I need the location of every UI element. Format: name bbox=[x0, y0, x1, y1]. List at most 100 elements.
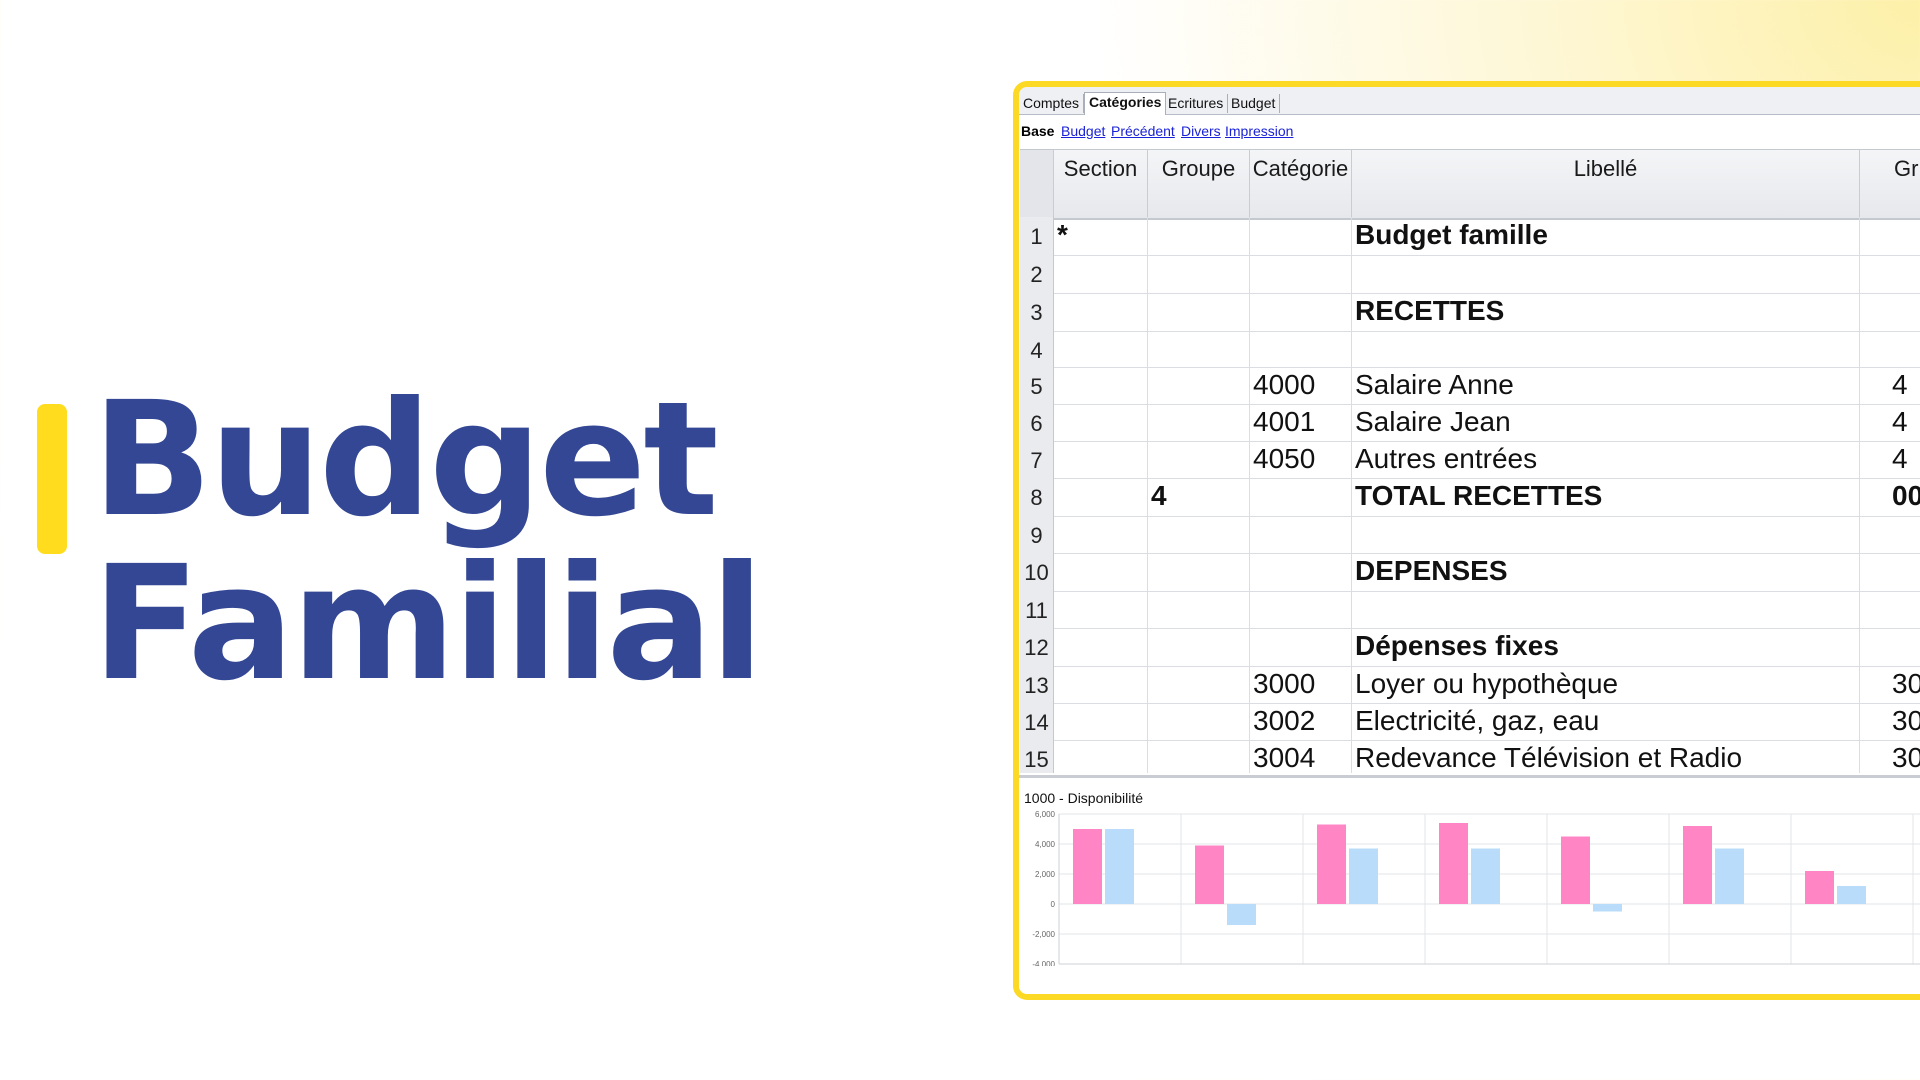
groupe-cell[interactable] bbox=[1148, 703, 1250, 740]
gr-cell[interactable] bbox=[1860, 591, 1920, 628]
groupe-cell[interactable] bbox=[1148, 441, 1250, 478]
gr-cell[interactable]: 4 bbox=[1860, 404, 1920, 441]
categorie-cell[interactable] bbox=[1250, 217, 1352, 255]
section-cell[interactable] bbox=[1054, 404, 1148, 441]
gr-cell[interactable]: 4 bbox=[1860, 441, 1920, 478]
section-cell[interactable] bbox=[1054, 591, 1148, 628]
groupe-cell[interactable] bbox=[1148, 404, 1250, 441]
groupe-cell[interactable] bbox=[1148, 331, 1250, 367]
gr-cell[interactable] bbox=[1860, 331, 1920, 367]
gr-cell[interactable] bbox=[1860, 516, 1920, 553]
section-cell[interactable] bbox=[1054, 703, 1148, 740]
libelle-cell[interactable]: Electricité, gaz, eau bbox=[1352, 703, 1860, 740]
gr-cell[interactable]: 4 bbox=[1860, 367, 1920, 404]
tab-comptes[interactable]: Comptes bbox=[1019, 94, 1085, 113]
section-cell[interactable] bbox=[1054, 516, 1148, 553]
groupe-cell[interactable] bbox=[1148, 367, 1250, 404]
libelle-cell[interactable]: Loyer ou hypothèque bbox=[1352, 666, 1860, 703]
section-cell[interactable]: * bbox=[1054, 217, 1148, 255]
column-header-libelle[interactable]: Libellé bbox=[1352, 150, 1860, 218]
section-cell[interactable] bbox=[1054, 666, 1148, 703]
groupe-cell[interactable] bbox=[1148, 553, 1250, 591]
tab-ecritures[interactable]: Ecritures bbox=[1164, 94, 1229, 113]
libelle-cell[interactable] bbox=[1352, 516, 1860, 553]
section-cell[interactable] bbox=[1054, 367, 1148, 404]
libelle-cell[interactable] bbox=[1352, 255, 1860, 293]
gr-cell[interactable]: 30 bbox=[1860, 666, 1920, 703]
groupe-cell[interactable] bbox=[1148, 740, 1250, 773]
groupe-cell[interactable] bbox=[1148, 628, 1250, 666]
view-tab-base[interactable]: Base bbox=[1021, 123, 1055, 139]
view-tab-budget[interactable]: Budget bbox=[1061, 123, 1106, 139]
libelle-cell[interactable]: Redevance Télévision et Radio bbox=[1352, 740, 1860, 773]
table-row[interactable]: 8 4 TOTAL RECETTES00 bbox=[1020, 478, 1920, 517]
categorie-cell[interactable] bbox=[1250, 516, 1352, 553]
groupe-cell[interactable] bbox=[1148, 293, 1250, 331]
table-row[interactable]: 1 * Budget famille bbox=[1020, 217, 1920, 256]
categorie-cell[interactable]: 4001 bbox=[1250, 404, 1352, 441]
categorie-cell[interactable]: 4050 bbox=[1250, 441, 1352, 478]
table-row[interactable]: 7 4050 Autres entrées 4 bbox=[1020, 441, 1920, 479]
categorie-cell[interactable] bbox=[1250, 591, 1352, 628]
gr-cell[interactable] bbox=[1860, 628, 1920, 666]
section-cell[interactable] bbox=[1054, 293, 1148, 331]
column-header-categorie[interactable]: Catégorie bbox=[1250, 150, 1352, 218]
categorie-cell[interactable] bbox=[1250, 553, 1352, 591]
table-row[interactable]: 11 bbox=[1020, 591, 1920, 629]
section-cell[interactable] bbox=[1054, 740, 1148, 773]
gr-cell[interactable] bbox=[1860, 293, 1920, 331]
groupe-cell[interactable] bbox=[1148, 255, 1250, 293]
tab-budget[interactable]: Budget bbox=[1227, 94, 1281, 113]
categorie-cell[interactable]: 3000 bbox=[1250, 666, 1352, 703]
libelle-cell[interactable]: TOTAL RECETTES bbox=[1352, 478, 1860, 516]
categorie-cell[interactable]: 3002 bbox=[1250, 703, 1352, 740]
gr-cell[interactable]: 00 bbox=[1860, 478, 1920, 516]
libelle-cell[interactable]: RECETTES bbox=[1352, 293, 1860, 331]
column-header-groupe[interactable]: Groupe bbox=[1148, 150, 1250, 218]
table-row[interactable]: 4 bbox=[1020, 331, 1920, 368]
groupe-cell[interactable]: 4 bbox=[1148, 478, 1250, 516]
table-row[interactable]: 9 bbox=[1020, 516, 1920, 554]
table-row[interactable]: 5 4000 Salaire Anne 4 bbox=[1020, 367, 1920, 405]
categorie-cell[interactable] bbox=[1250, 255, 1352, 293]
libelle-cell[interactable]: Salaire Anne bbox=[1352, 367, 1860, 404]
section-cell[interactable] bbox=[1054, 255, 1148, 293]
tab-categories[interactable]: Catégories bbox=[1084, 92, 1167, 115]
view-tab-divers[interactable]: Divers bbox=[1181, 123, 1221, 139]
categorie-cell[interactable] bbox=[1250, 331, 1352, 367]
groupe-cell[interactable] bbox=[1148, 217, 1250, 255]
categorie-cell[interactable] bbox=[1250, 478, 1352, 516]
libelle-cell[interactable]: DEPENSES bbox=[1352, 553, 1860, 591]
table-row[interactable]: 12 Dépenses fixes bbox=[1020, 628, 1920, 667]
categorie-cell[interactable]: 3004 bbox=[1250, 740, 1352, 773]
view-tab-precedent[interactable]: Précédent bbox=[1111, 123, 1175, 139]
groupe-cell[interactable] bbox=[1148, 591, 1250, 628]
column-header-section[interactable]: Section bbox=[1054, 150, 1148, 218]
column-header-gr[interactable]: Gr bbox=[1860, 150, 1920, 218]
libelle-cell[interactable] bbox=[1352, 591, 1860, 628]
section-cell[interactable] bbox=[1054, 331, 1148, 367]
table-row[interactable]: 10 DEPENSES bbox=[1020, 553, 1920, 592]
table-row[interactable]: 6 4001 Salaire Jean 4 bbox=[1020, 404, 1920, 442]
table-row[interactable]: 3 RECETTES bbox=[1020, 293, 1920, 332]
libelle-cell[interactable]: Salaire Jean bbox=[1352, 404, 1860, 441]
gr-cell[interactable] bbox=[1860, 217, 1920, 255]
table-row[interactable]: 2 bbox=[1020, 255, 1920, 294]
gr-cell[interactable]: 30 bbox=[1860, 740, 1920, 773]
view-tab-impression[interactable]: Impression bbox=[1225, 123, 1294, 139]
gr-cell[interactable]: 30 bbox=[1860, 703, 1920, 740]
gr-cell[interactable] bbox=[1860, 255, 1920, 293]
libelle-cell[interactable]: Dépenses fixes bbox=[1352, 628, 1860, 666]
groupe-cell[interactable] bbox=[1148, 666, 1250, 703]
gr-cell[interactable] bbox=[1860, 553, 1920, 591]
categorie-cell[interactable] bbox=[1250, 293, 1352, 331]
section-cell[interactable] bbox=[1054, 553, 1148, 591]
categorie-cell[interactable] bbox=[1250, 628, 1352, 666]
section-cell[interactable] bbox=[1054, 478, 1148, 516]
libelle-cell[interactable] bbox=[1352, 331, 1860, 367]
section-cell[interactable] bbox=[1054, 441, 1148, 478]
libelle-cell[interactable]: Budget famille bbox=[1352, 217, 1860, 255]
groupe-cell[interactable] bbox=[1148, 516, 1250, 553]
